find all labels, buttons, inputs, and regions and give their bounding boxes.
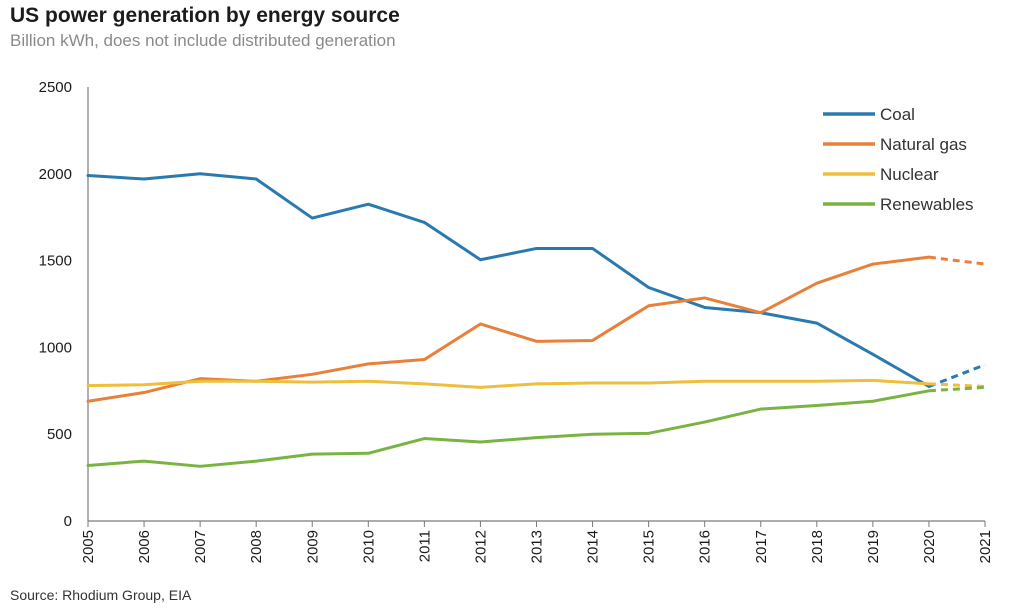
y-axis-ticks: 0 500 1000 1500 2000 2500 xyxy=(39,79,72,530)
legend-label-nuclear: Nuclear xyxy=(880,165,939,184)
x-tick-label: 2009 xyxy=(304,530,321,563)
legend: Coal Natural gas Nuclear Renewables xyxy=(823,105,974,214)
series-line-natural-gas xyxy=(86,255,931,403)
x-tick-label: 2006 xyxy=(136,530,153,563)
x-tick-label: 2021 xyxy=(977,530,994,563)
x-tick-label: 2016 xyxy=(697,530,714,563)
x-tick-label: 2011 xyxy=(416,530,433,562)
x-tick-label: 2019 xyxy=(865,530,882,563)
x-tick-label: 2018 xyxy=(809,530,826,563)
chart-title: US power generation by energy source xyxy=(10,4,400,27)
y-tick-label: 2000 xyxy=(39,166,72,183)
y-tick-label: 1000 xyxy=(39,339,72,356)
x-tick-label: 2015 xyxy=(641,530,658,563)
x-tick-label: 2020 xyxy=(921,530,938,563)
legend-label-natural-gas: Natural gas xyxy=(880,135,967,154)
y-tick-label: 0 xyxy=(64,513,72,530)
source-note: Source: Rhodium Group, EIA xyxy=(10,587,192,603)
x-tick-label: 2007 xyxy=(192,530,209,563)
series-projection-coal xyxy=(928,363,986,388)
series-line-nuclear xyxy=(86,378,931,389)
chart-subtitle: Billion kWh, does not include distribute… xyxy=(10,31,396,50)
x-tick-label: 2013 xyxy=(529,530,546,563)
series-lines xyxy=(86,172,986,468)
x-tick-label: 2010 xyxy=(360,530,377,563)
x-tick-label: 2012 xyxy=(472,530,489,563)
series-line-renewables xyxy=(86,389,931,468)
y-tick-label: 2500 xyxy=(39,79,72,96)
legend-label-renewables: Renewables xyxy=(880,195,974,214)
x-axis-ticks: 2005 2006 2007 2008 2009 2010 2011 2012 2013 2014… xyxy=(80,521,994,563)
legend-label-coal: Coal xyxy=(880,105,915,124)
x-tick-label: 2005 xyxy=(80,530,97,563)
x-tick-label: 2017 xyxy=(753,530,770,563)
series-line-coal xyxy=(86,172,931,388)
series-projection-nuclear xyxy=(928,382,986,388)
series-projection-renewables xyxy=(928,385,986,393)
series-projection-natural-gas xyxy=(928,255,986,266)
x-tick-label: 2008 xyxy=(248,530,265,563)
y-tick-label: 500 xyxy=(47,426,72,443)
x-tick-label: 2014 xyxy=(585,530,602,563)
y-tick-label: 1500 xyxy=(39,253,72,270)
